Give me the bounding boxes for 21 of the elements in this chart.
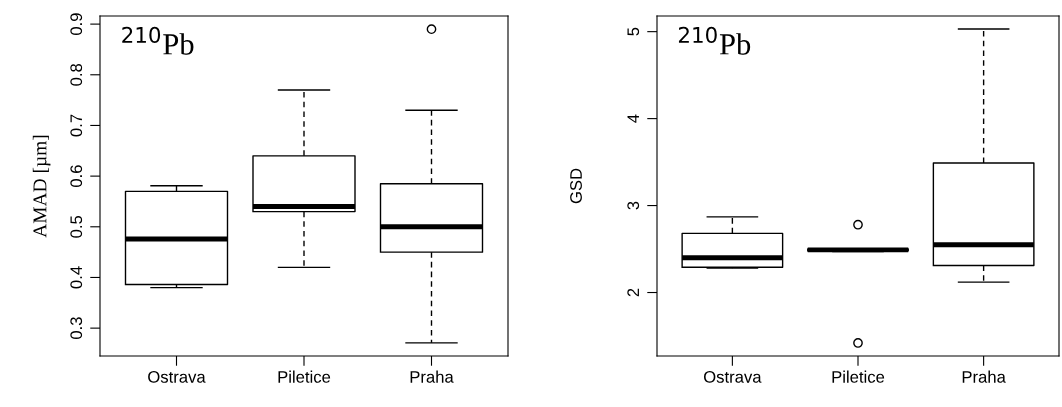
annotation: $^{210}$Pb xyxy=(678,26,751,55)
x-tick-label: Piletice xyxy=(278,370,331,383)
y-tick-label: 0.4 xyxy=(70,266,83,289)
y-tick-label: 0.6 xyxy=(70,165,83,188)
x-tick-label: Piletice xyxy=(832,370,885,383)
y-axis-title: AMAD [µm] xyxy=(32,135,51,238)
y-tick-label: 0.9 xyxy=(70,13,83,36)
y-tick-label: 5 xyxy=(627,27,640,36)
x-tick-label: Praha xyxy=(962,370,1006,383)
y-tick-label: 4 xyxy=(627,114,639,123)
annotation: $^{210}$Pb xyxy=(122,26,194,55)
x-tick-label: Ostrava xyxy=(148,371,206,383)
y-tick-label: 0.7 xyxy=(70,114,83,137)
x-tick-label: Ostrava xyxy=(703,371,762,383)
y-tick-label: 3 xyxy=(627,201,640,210)
y-tick-label: 0.5 xyxy=(70,215,83,238)
x-tick-label: Praha xyxy=(410,370,454,383)
y-axis-title: GSD xyxy=(570,168,582,204)
y-tick-label: 0.8 xyxy=(70,63,83,86)
y-tick-label: 2 xyxy=(627,288,639,297)
y-tick-label: 0.3 xyxy=(70,317,83,340)
